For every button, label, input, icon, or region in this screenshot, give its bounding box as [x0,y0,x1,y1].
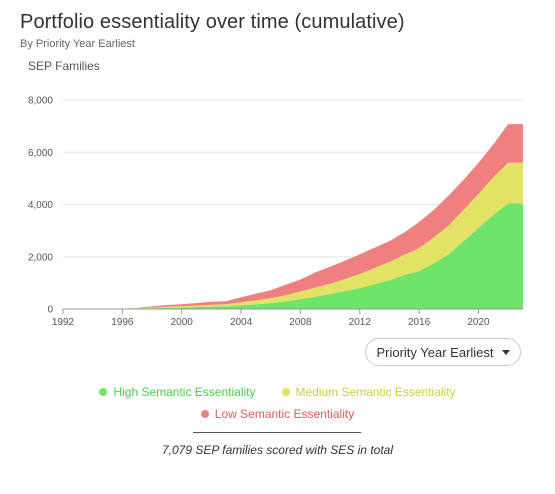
area-medium [63,162,523,309]
legend-dot-low [200,410,209,418]
x-tick-label: 2008 [289,317,312,328]
legend-dot-high [99,388,108,396]
dropdown-label: Priority Year Earliest [376,344,494,360]
legend-item-medium[interactable]: Medium Semantic Essentiality [281,385,456,399]
footer-note: 7,079 SEP families scored with SES in to… [162,443,393,457]
priority-year-dropdown[interactable]: Priority Year Earliest [365,338,521,366]
x-tick-label: 1992 [52,317,75,328]
x-tick-label: 1996 [111,317,134,328]
y-tick-label: 0 [47,305,53,316]
x-tick-label: 2020 [467,317,490,328]
x-tick-label: 2000 [171,317,194,328]
y-tick-label: 2,000 [28,252,53,263]
legend-dot-medium [281,388,290,396]
legend-row-1: High Semantic Essentiality Medium Semant… [0,385,555,399]
area-chart: 0 2,000 4,000 6,000 8,000 1992 1996 2000 2004 200… [28,96,523,329]
legend-label-medium: Medium Semantic Essentiality [295,385,456,399]
legend-label-low: Low Semantic Essentiality [214,407,355,421]
y-tick-label: 6,000 [28,148,53,159]
footer-divider [193,432,361,433]
chart-title: Portfolio essentiality over time (cumula… [20,11,405,33]
area-low [63,124,523,309]
tick-labels: 0 2,000 4,000 6,000 8,000 1992 1996 2000 2004 200… [28,96,490,329]
x-tick-label: 2016 [408,317,431,328]
stacked-areas [63,124,523,309]
axes [62,308,523,314]
x-tick-label: 2012 [349,317,372,328]
y-tick-label: 4,000 [28,200,53,211]
chart-subtitle: By Priority Year Earliest [20,38,135,50]
legend-item-high[interactable]: High Semantic Essentiality [99,385,256,399]
legend-row-2: Low Semantic Essentiality [0,407,555,421]
legend-label-high: High Semantic Essentiality [113,385,256,399]
y-tick-label: 8,000 [28,96,53,107]
chevron-down-icon [501,350,510,355]
area-high [63,203,523,309]
x-tick-label: 2004 [230,317,253,328]
y-axis-label: SEP Families [28,59,100,73]
legend-item-low[interactable]: Low Semantic Essentiality [200,407,355,421]
